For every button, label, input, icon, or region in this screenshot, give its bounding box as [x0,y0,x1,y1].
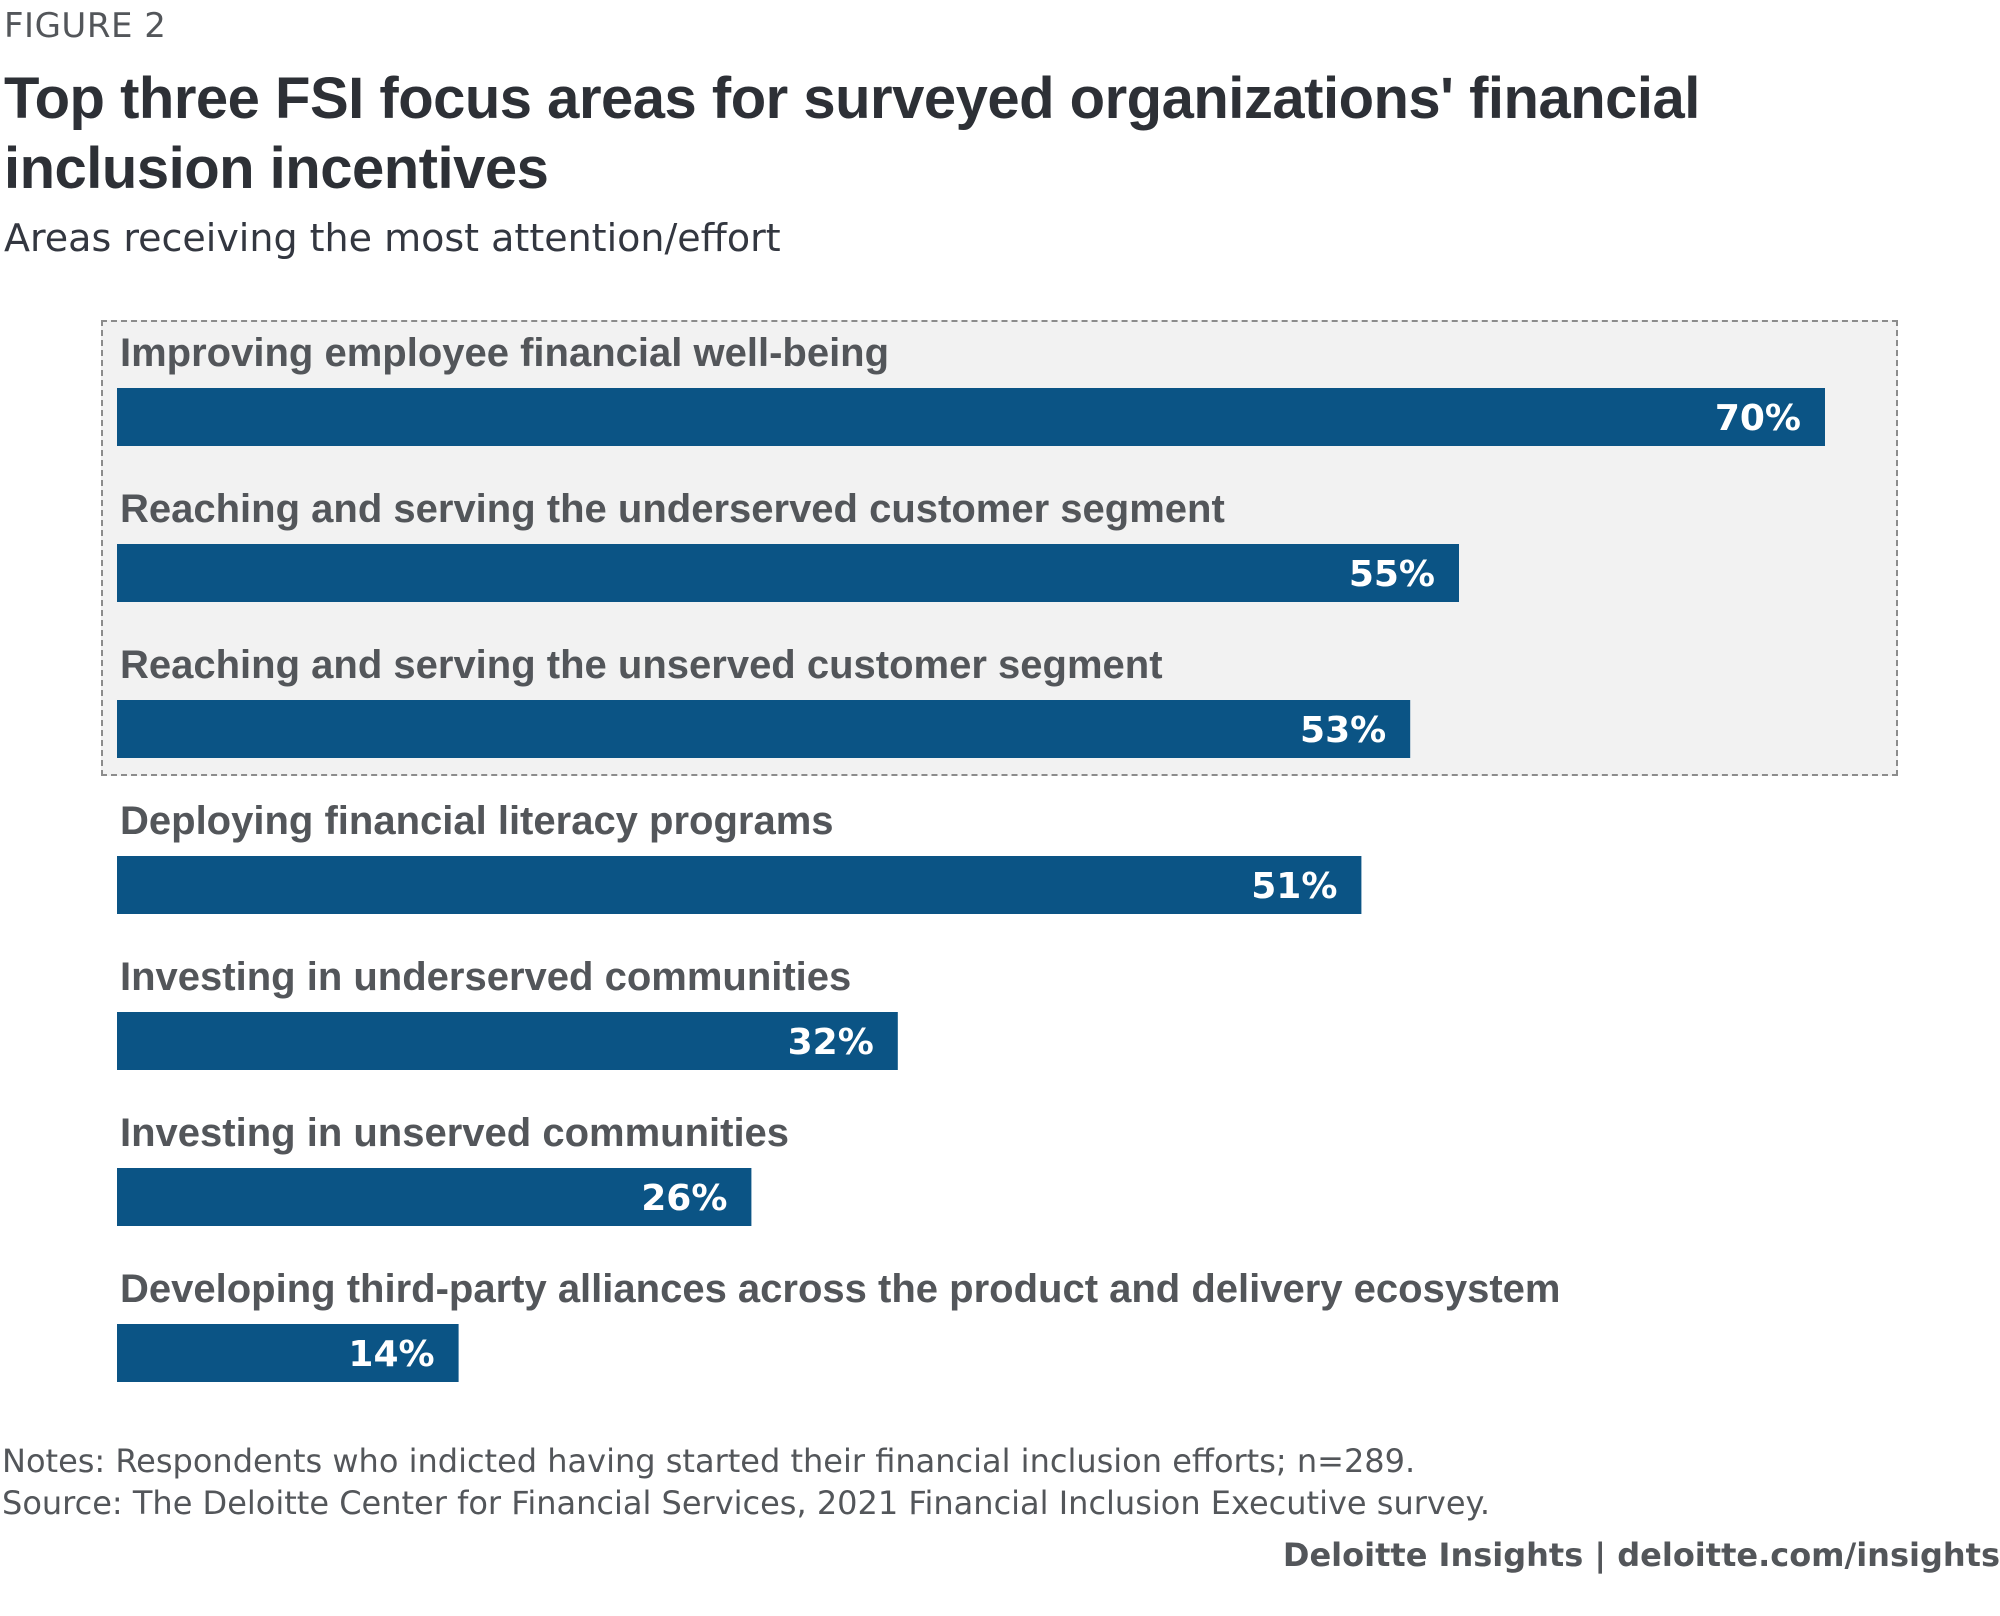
category-label: Reaching and serving the underserved cus… [120,487,1225,531]
chart-notes-block: Notes: Respondents who indicted having s… [2,1440,1490,1524]
category-label: Investing in underserved communities [120,955,851,999]
chart-title: Top three FSI focus areas for surveyed o… [4,66,1700,201]
category-label: Developing third-party alliances across … [120,1267,1560,1311]
bar [117,388,1825,446]
category-label: Deploying financial literacy programs [120,799,834,843]
bar [117,1168,752,1226]
bar-value-label: 51% [1251,866,1337,907]
category-label: Investing in unserved communities [120,1111,789,1155]
bar-value-label: 26% [641,1178,727,1219]
bar-value-label: 55% [1349,554,1435,595]
bar [117,1012,898,1070]
category-label: Improving employee financial well-being [120,331,889,375]
bar-value-label: 70% [1715,398,1801,439]
figure-label: FIGURE 2 [4,6,167,46]
bar [117,700,1411,758]
chart-subtitle: Areas receiving the most attention/effor… [4,216,781,260]
category-label: Reaching and serving the unserved custom… [120,643,1163,687]
bar-value-label: 14% [348,1334,434,1375]
bar [117,1324,459,1382]
bar-value-label: 53% [1300,710,1386,751]
chart-source: Source: The Deloitte Center for Financia… [2,1484,1491,1522]
bar-value-label: 32% [788,1022,874,1063]
publisher-credit: Deloitte Insights | deloitte.com/insight… [1282,1536,2000,1574]
chart-notes: Notes: Respondents who indicted having s… [2,1442,1416,1480]
bar [117,544,1459,602]
bar [117,856,1362,914]
